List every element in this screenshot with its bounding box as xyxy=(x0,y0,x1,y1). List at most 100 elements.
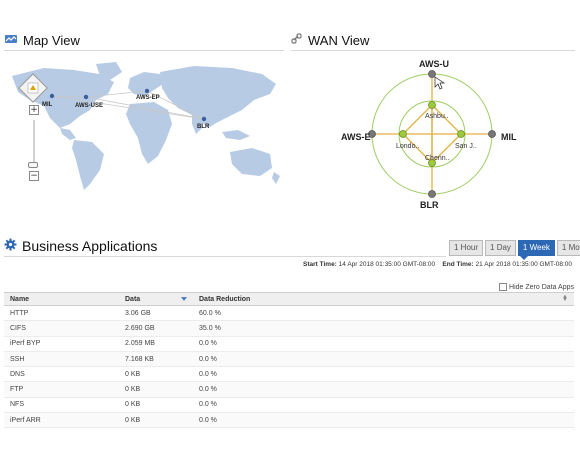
cell-name: NFS xyxy=(4,397,119,414)
range-tab-1-month[interactable]: 1 Month xyxy=(556,240,580,256)
start-time-value: 14 Apr 2018 01:35:00 GMT-08:00 xyxy=(338,261,436,268)
cell-data-reduction: 0.0 % xyxy=(193,366,574,383)
map-icon xyxy=(4,33,18,48)
zoom-in-button[interactable]: + xyxy=(29,105,39,115)
table-row[interactable]: DNS 0 KB 0.0 % xyxy=(4,366,574,383)
cell-name: FTP xyxy=(4,381,119,398)
table-row[interactable]: FTP 0 KB 0.0 % xyxy=(4,381,574,398)
column-label-data: Data xyxy=(125,295,141,303)
range-tab-1-day[interactable]: 1 Day xyxy=(485,240,516,256)
hide-zero-toggle[interactable]: Hide Zero Data Apps xyxy=(499,283,574,291)
site-marker-aws-ep[interactable] xyxy=(144,88,150,94)
cell-data-reduction: 0.0 % xyxy=(193,381,574,398)
gear-icon xyxy=(4,238,17,254)
start-time-label: Start Time: xyxy=(303,261,337,268)
wan-label-san-jose: San J.. xyxy=(455,143,477,150)
wan-topology[interactable]: AWS-U AWS-E MIL BLR Ashbu.. Londo.. San … xyxy=(330,55,530,215)
cell-name: HTTP xyxy=(4,305,119,322)
table-header-row: Name Data Data Reduction ▲ ▼ xyxy=(4,292,574,306)
cell-data: 0 KB xyxy=(119,412,193,429)
cell-data: 2.059 MB xyxy=(119,336,193,352)
site-marker-mil[interactable] xyxy=(49,93,55,99)
cell-data: 7.168 KB xyxy=(119,351,193,368)
cell-data: 0 KB xyxy=(119,397,193,414)
wan-label-blr: BLR xyxy=(420,200,439,210)
business-apps-label: Business Applications xyxy=(22,238,158,254)
wan-node-aws-u[interactable] xyxy=(428,70,436,78)
cursor-icon xyxy=(434,76,446,90)
table-row[interactable]: SSH 7.168 KB 0.0 % xyxy=(4,351,574,368)
business-apps-divider xyxy=(4,256,446,257)
table-row[interactable]: iPerf ARR 0 KB 0.0 % xyxy=(4,412,574,429)
site-marker-aws-use[interactable] xyxy=(83,94,89,100)
zoom-slider-thumb[interactable] xyxy=(28,162,38,168)
map-view-label: Map View xyxy=(23,33,80,48)
cell-data-reduction: 60.0 % xyxy=(193,305,574,322)
wan-label-ashburn: Ashbu.. xyxy=(425,113,449,120)
wan-node-blr[interactable] xyxy=(428,190,436,198)
time-range-tabs: 1 Hour 1 Day 1 Week 1 Month xyxy=(449,240,580,256)
table-row[interactable]: HTTP 3.06 GB 60.0 % xyxy=(4,305,574,322)
business-apps-table: Name Data Data Reduction ▲ ▼ HTTP 3.06 GB 6… xyxy=(4,292,574,429)
table-row[interactable]: CIFS 2.690 GB 35.0 % xyxy=(4,320,574,337)
wan-node-aws-e[interactable] xyxy=(368,130,376,138)
column-header-data-reduction[interactable]: Data Reduction ▲ ▼ xyxy=(193,292,574,306)
wan-view-divider xyxy=(291,50,575,51)
wan-node-mil[interactable] xyxy=(488,130,496,138)
column-label-name: Name xyxy=(10,295,30,303)
active-range-pointer xyxy=(520,256,528,260)
sort-descending-icon xyxy=(181,297,187,301)
zoom-slider-track[interactable] xyxy=(33,120,35,168)
time-range-display: Start Time: 14 Apr 2018 01:35:00 GMT-08:… xyxy=(303,261,572,268)
map-site-markers xyxy=(49,88,207,122)
sort-icon: ▲ ▼ xyxy=(562,294,568,303)
wan-label-mil: MIL xyxy=(501,132,517,142)
wan-node-chennai[interactable] xyxy=(428,159,436,167)
cell-data: 0 KB xyxy=(119,366,193,383)
wan-view-title: WAN View xyxy=(291,33,369,48)
wan-label-aws-u: AWS-U xyxy=(419,59,449,69)
wan-node-ashburn[interactable] xyxy=(428,101,436,109)
cell-name: iPerf BYP xyxy=(4,336,119,352)
link-icon xyxy=(291,33,303,48)
column-header-name[interactable]: Name xyxy=(4,292,119,306)
cell-data-reduction: 0.0 % xyxy=(193,412,574,429)
wan-label-chennai: Chenn.. xyxy=(425,155,450,162)
wan-view-label: WAN View xyxy=(308,33,370,48)
zoom-out-button[interactable]: − xyxy=(29,171,39,181)
range-tab-1-hour[interactable]: 1 Hour xyxy=(449,240,484,256)
end-time-label: End Time: xyxy=(442,261,474,268)
cell-name: DNS xyxy=(4,366,119,383)
cell-name: SSH xyxy=(4,351,119,368)
range-tab-1-week[interactable]: 1 Week xyxy=(517,240,555,256)
column-header-data[interactable]: Data xyxy=(119,292,193,306)
cell-name: iPerf ARR xyxy=(4,412,119,429)
cell-data-reduction: 0.0 % xyxy=(193,336,574,352)
site-marker-blr[interactable] xyxy=(201,116,207,122)
table-row[interactable]: iPerf BYP 2.059 MB 0.0 % xyxy=(4,336,574,352)
map-view-divider xyxy=(4,50,284,51)
site-label-mil: MIL xyxy=(42,102,53,108)
table-body: HTTP 3.06 GB 60.0 % CIFS 2.690 GB 35.0 % iPerf… xyxy=(4,305,574,429)
site-label-aws-use: AWS-USE xyxy=(75,103,103,109)
site-label-aws-ep: AWS-EP xyxy=(136,95,160,101)
site-label-blr: BLR xyxy=(197,124,210,130)
cell-name: CIFS xyxy=(4,320,119,337)
wan-node-san-jose[interactable] xyxy=(457,130,465,138)
cell-data-reduction: 0.0 % xyxy=(193,397,574,414)
column-label-data-reduction: Data Reduction xyxy=(199,295,251,303)
end-time-value: 21 Apr 2018 01:35:00 GMT-08:00 xyxy=(475,261,572,268)
wan-node-london[interactable] xyxy=(399,130,407,138)
cell-data: 2.690 GB xyxy=(119,320,193,337)
table-row[interactable]: NFS 0 KB 0.0 % xyxy=(4,397,574,414)
map-pan-control[interactable] xyxy=(15,70,51,106)
business-apps-title: Business Applications xyxy=(4,238,157,254)
hide-zero-label: Hide Zero Data Apps xyxy=(509,283,574,291)
wan-label-aws-e: AWS-E xyxy=(341,132,371,142)
cell-data: 3.06 GB xyxy=(119,305,193,322)
cell-data-reduction: 0.0 % xyxy=(193,351,574,368)
cell-data-reduction: 35.0 % xyxy=(193,320,574,337)
cell-data: 0 KB xyxy=(119,381,193,398)
hide-zero-checkbox[interactable] xyxy=(499,283,508,291)
wan-label-london: Londo.. xyxy=(396,143,419,150)
